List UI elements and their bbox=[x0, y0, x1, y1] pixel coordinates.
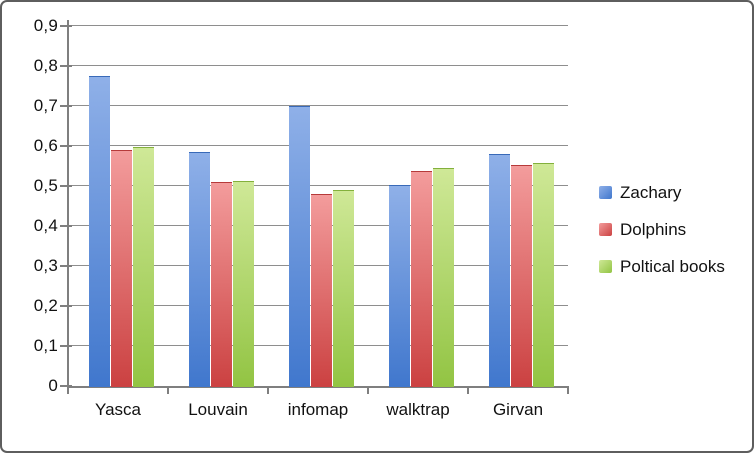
x-axis-tick bbox=[267, 386, 269, 394]
legend-swatch-dolphins bbox=[599, 223, 612, 236]
y-axis-label: 0 bbox=[48, 376, 58, 395]
legend-item-dolphins: Dolphins bbox=[599, 219, 725, 240]
bar-dolphins-girvan bbox=[510, 165, 532, 387]
x-axis-tick bbox=[67, 386, 69, 394]
x-axis-tick bbox=[367, 386, 369, 394]
y-axis-label: 0,5 bbox=[33, 176, 58, 195]
legend-swatch-poltical-books bbox=[599, 260, 612, 273]
bar-poltical-books-louvain bbox=[232, 181, 254, 387]
bar-zachary-walktrap bbox=[388, 185, 410, 387]
y-axis-tick bbox=[60, 65, 72, 67]
y-axis-label: 0,3 bbox=[33, 256, 58, 275]
gridline-0_7 bbox=[68, 105, 568, 106]
legend-label-zachary: Zachary bbox=[620, 182, 682, 202]
x-axis-tick bbox=[567, 386, 569, 394]
gridline-0_6 bbox=[68, 145, 568, 146]
gridline-0_9 bbox=[68, 25, 568, 26]
y-axis-label: 0,1 bbox=[33, 336, 58, 355]
y-axis-tick bbox=[60, 265, 72, 267]
x-axis-line bbox=[68, 386, 568, 388]
legend-label-dolphins: Dolphins bbox=[620, 219, 687, 239]
y-axis-line bbox=[67, 20, 69, 386]
bar-poltical-books-yasca bbox=[132, 147, 154, 387]
x-axis-category-label: Girvan bbox=[492, 400, 544, 419]
legend: Zachary Dolphins Poltical books bbox=[599, 182, 725, 277]
bar-zachary-louvain bbox=[188, 152, 210, 387]
y-axis-tick bbox=[60, 185, 72, 187]
x-axis-tick bbox=[467, 386, 469, 394]
legend-item-poltical-books: Poltical books bbox=[599, 256, 725, 277]
bar-dolphins-yasca bbox=[110, 150, 132, 387]
bar-dolphins-walktrap bbox=[410, 171, 432, 387]
y-axis-tick bbox=[60, 385, 72, 387]
bar-zachary-infomap bbox=[288, 106, 310, 387]
x-axis-category-label: Yasca bbox=[95, 400, 141, 419]
y-axis-tick bbox=[60, 145, 72, 147]
y-axis-label: 0,9 bbox=[33, 16, 58, 35]
y-axis-label: 0,2 bbox=[33, 296, 58, 315]
x-axis-category-label: walktrap bbox=[386, 400, 450, 419]
bar-poltical-books-girvan bbox=[532, 163, 554, 387]
y-axis-label: 0,8 bbox=[33, 56, 58, 75]
y-axis-tick bbox=[60, 345, 72, 347]
gridline-0_5 bbox=[68, 185, 568, 186]
bar-dolphins-louvain bbox=[210, 182, 232, 387]
bar-dolphins-infomap bbox=[310, 194, 332, 387]
x-axis-category-label: Louvain bbox=[188, 400, 248, 419]
legend-item-zachary: Zachary bbox=[599, 182, 725, 203]
y-axis-tick bbox=[60, 305, 72, 307]
legend-swatch-zachary bbox=[599, 186, 612, 199]
bar-poltical-books-infomap bbox=[332, 190, 354, 387]
y-axis-label: 0,7 bbox=[33, 96, 58, 115]
x-axis-tick bbox=[167, 386, 169, 394]
y-axis-tick bbox=[60, 225, 72, 227]
y-axis-tick bbox=[60, 105, 72, 107]
legend-label-poltical-books: Poltical books bbox=[620, 256, 725, 276]
x-axis-category-label: infomap bbox=[287, 400, 349, 419]
y-axis-label: 0,6 bbox=[33, 136, 58, 155]
bar-zachary-yasca bbox=[88, 76, 110, 387]
gridline-0_8 bbox=[68, 65, 568, 66]
bar-zachary-girvan bbox=[488, 154, 510, 387]
bar-poltical-books-walktrap bbox=[432, 168, 454, 387]
y-axis-tick bbox=[60, 25, 72, 27]
y-axis-label: 0,4 bbox=[33, 216, 58, 235]
